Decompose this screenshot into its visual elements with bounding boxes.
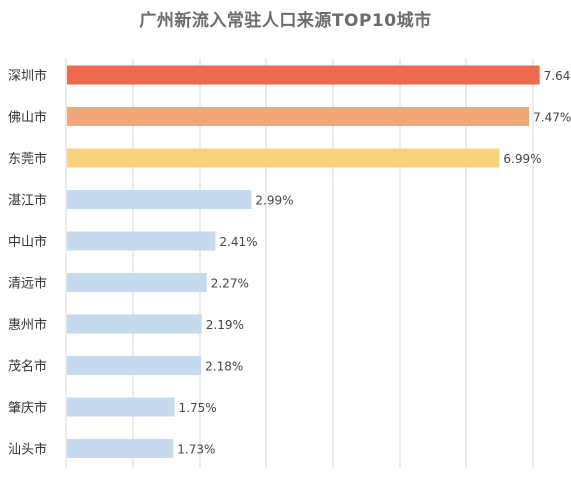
value-label: 2.27% [211,277,249,291]
category-label: 汕头市 [8,442,47,458]
gridlines [65,58,534,468]
category-label: 深圳市 [8,68,47,84]
category-label: 惠州市 [8,317,47,333]
bar [67,314,202,334]
category-label: 湛江市 [8,193,47,209]
bar [67,439,174,458]
value-label: 2.19% [206,318,244,332]
chart-title: 广州新流入常驻人口来源TOP10城市 [139,11,432,31]
bar [67,273,207,292]
value-label: 7.64% [544,69,571,83]
bar [67,190,252,209]
category-label: 东莞市 [8,151,47,167]
value-label: 7.47% [533,111,571,125]
bar [67,107,530,126]
category-label: 茂名市 [8,359,47,375]
category-label: 清远市 [8,276,47,292]
bar [67,397,175,417]
category-label: 佛山市 [8,110,47,126]
bar [67,65,540,85]
value-label: 1.75% [179,401,217,415]
bar [67,148,500,168]
category-label: 中山市 [8,234,47,250]
value-label: 2.18% [205,360,243,374]
value-label: 1.73% [177,443,215,457]
value-label: 6.99% [503,152,541,166]
category-label: 肇庆市 [8,400,47,416]
bar [67,231,216,251]
value-label: 2.99% [255,194,293,208]
labels: 深圳市 7.64% 佛山市 7.47% 东莞市 6.99% 湛江市 2.99% 中山市 2.41%… [8,68,571,458]
bar [67,356,202,375]
value-label: 2.41% [219,235,257,249]
bars [67,65,540,458]
